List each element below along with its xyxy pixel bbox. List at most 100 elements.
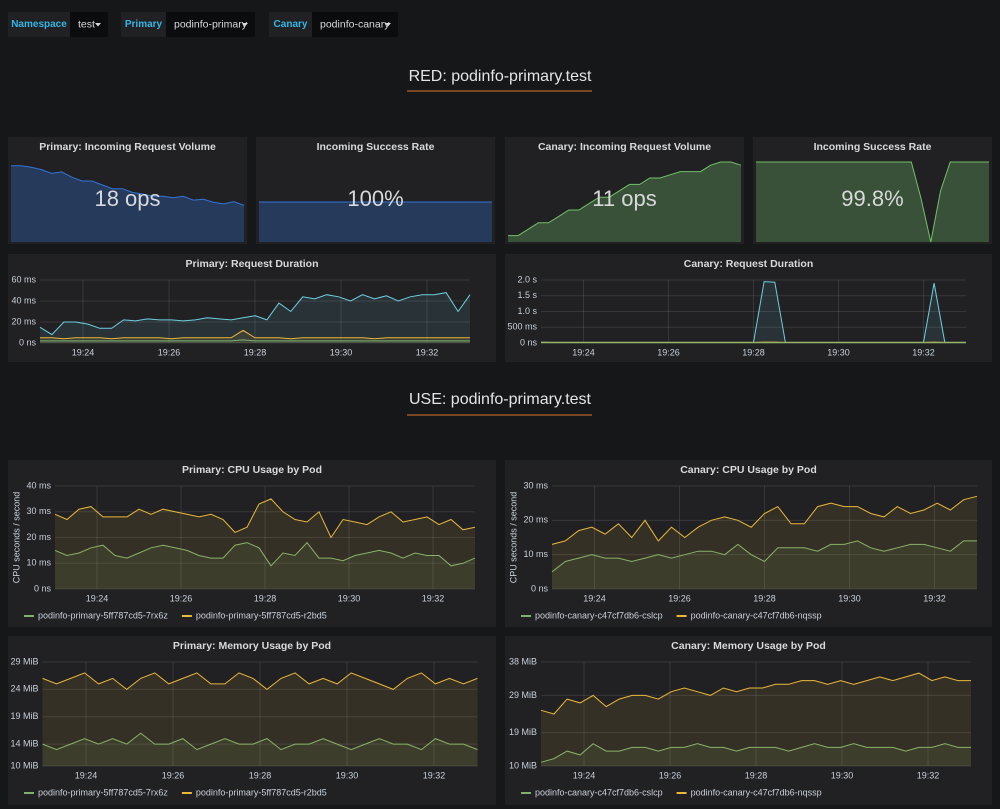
x-tick-label: 19:28 (249, 770, 272, 780)
dropdown-caret (385, 23, 391, 27)
y-tick-label: 19 MiB (10, 711, 38, 721)
stat-panel (505, 137, 744, 244)
legend-label[interactable]: podinfo-canary-c47cf7db6-nqssp (691, 610, 822, 620)
sparkline (508, 161, 742, 237)
y-axis-label: CPU seconds / second (508, 492, 518, 584)
sparkline (756, 161, 989, 243)
series-area (55, 542, 475, 589)
y-tick-label: 60 ms (11, 274, 36, 284)
variable-label: Namespace (11, 19, 67, 30)
graph-panel (8, 636, 496, 805)
series-area (552, 540, 977, 589)
series-line (540, 743, 971, 763)
y-tick-label: 2.0 s (517, 274, 537, 284)
panel-title[interactable]: Primary: CPU Usage by Pod (182, 464, 322, 476)
y-tick-label: 38 MiB (509, 656, 537, 666)
variable-label-box (121, 12, 166, 37)
row-title[interactable]: USE: podinfo-primary.test (409, 391, 592, 408)
series-line (40, 339, 470, 342)
legend-label[interactable]: podinfo-canary-c47cf7db6-nqssp (691, 787, 822, 797)
sparkline-area (508, 162, 741, 242)
variable-value[interactable]: podinfo-canary (320, 18, 390, 30)
stat-value: 99.8% (841, 186, 903, 211)
y-tick-label: 1.0 s (517, 306, 537, 316)
x-tick-label: 19:30 (338, 593, 361, 603)
y-tick-label: 40 ms (26, 480, 51, 490)
y-tick-label: 10 ms (523, 549, 548, 559)
variable-dropdown[interactable] (166, 12, 255, 37)
variable-value[interactable]: podinfo-primary (174, 18, 248, 30)
x-tick-label: 19:26 (158, 347, 181, 357)
graph-panel (505, 460, 992, 627)
panel-title[interactable]: Incoming Success Rate (814, 141, 932, 153)
x-tick-label: 19:30 (330, 347, 353, 357)
variable-dropdown[interactable] (312, 12, 398, 37)
series-line (42, 732, 478, 751)
y-tick-label: 20 ms (26, 532, 51, 542)
sparkline-area (756, 162, 989, 242)
variable-label: Primary (125, 19, 163, 30)
y-tick-label: 0 ns (531, 583, 549, 593)
x-tick-label: 19:28 (753, 593, 776, 603)
panel-title[interactable]: Primary: Memory Usage by Pod (173, 640, 331, 652)
x-tick-label: 19:32 (923, 593, 946, 603)
legend-label[interactable]: podinfo-primary-5ff787cd5-7rx6z (38, 787, 168, 797)
x-tick-label: 19:24 (583, 593, 606, 603)
legend-label[interactable]: podinfo-primary-5ff787cd5-r2bd5 (196, 610, 327, 620)
x-tick-label: 19:26 (162, 770, 185, 780)
x-tick-label: 19:24 (572, 347, 595, 357)
graph-panel (8, 460, 496, 627)
stat-value: 18 ops (94, 186, 160, 211)
stat-value: 100% (347, 186, 403, 211)
y-tick-label: 10 MiB (10, 760, 38, 770)
y-tick-label: 19 MiB (509, 727, 537, 737)
series-line (551, 495, 978, 545)
y-axis-label: CPU seconds / second (11, 492, 21, 584)
x-tick-label: 19:28 (254, 593, 277, 603)
series-area (40, 339, 470, 343)
panel-title[interactable]: Primary: Request Duration (185, 258, 318, 270)
x-tick-label: 19:24 (86, 593, 109, 603)
x-tick-label: 19:28 (742, 347, 765, 357)
panel-title[interactable]: Canary: CPU Usage by Pod (680, 464, 817, 476)
y-tick-label: 14 MiB (10, 738, 38, 748)
y-tick-label: 10 ms (26, 558, 51, 568)
y-tick-label: 10 MiB (509, 760, 537, 770)
y-tick-label: 0 ns (34, 583, 52, 593)
y-tick-label: 20 ms (523, 515, 548, 525)
x-tick-label: 19:24 (72, 347, 95, 357)
panel-title[interactable]: Primary: Incoming Request Volume (39, 141, 216, 153)
y-tick-label: 30 ms (26, 506, 51, 516)
series-line (540, 672, 971, 715)
panel-title[interactable]: Canary: Incoming Request Volume (538, 141, 711, 153)
x-tick-label: 19:26 (668, 593, 691, 603)
series-area (40, 330, 470, 343)
graph-panel (505, 636, 992, 805)
variable-dropdown[interactable] (70, 12, 108, 37)
legend-label[interactable]: podinfo-canary-c47cf7db6-cslcp (535, 610, 663, 620)
graph-panel (8, 254, 496, 362)
panel-title[interactable]: Canary: Memory Usage by Pod (671, 640, 826, 652)
series-area (541, 743, 971, 766)
legend-label[interactable]: podinfo-primary-5ff787cd5-7rx6z (38, 610, 168, 620)
x-tick-label: 19:30 (831, 770, 854, 780)
stat-panel (256, 137, 495, 244)
variable-value[interactable]: test (78, 18, 95, 30)
series-line (54, 541, 476, 567)
panel-title[interactable]: Canary: Request Duration (684, 258, 814, 270)
x-tick-label: 19:32 (917, 770, 940, 780)
legend-label[interactable]: podinfo-primary-5ff787cd5-r2bd5 (196, 787, 327, 797)
dropdown-caret (95, 23, 101, 27)
row-title[interactable]: RED: podinfo-primary.test (409, 68, 592, 85)
series-area (55, 498, 475, 589)
y-tick-label: 24 MiB (10, 684, 38, 694)
legend-label[interactable]: podinfo-canary-c47cf7db6-cslcp (535, 787, 663, 797)
x-tick-label: 19:26 (659, 770, 682, 780)
x-tick-label: 19:32 (422, 593, 445, 603)
series-area (552, 496, 977, 589)
sparkline (11, 165, 245, 206)
panel-title[interactable]: Incoming Success Rate (317, 141, 435, 153)
y-tick-label: 0 ns (19, 337, 37, 347)
